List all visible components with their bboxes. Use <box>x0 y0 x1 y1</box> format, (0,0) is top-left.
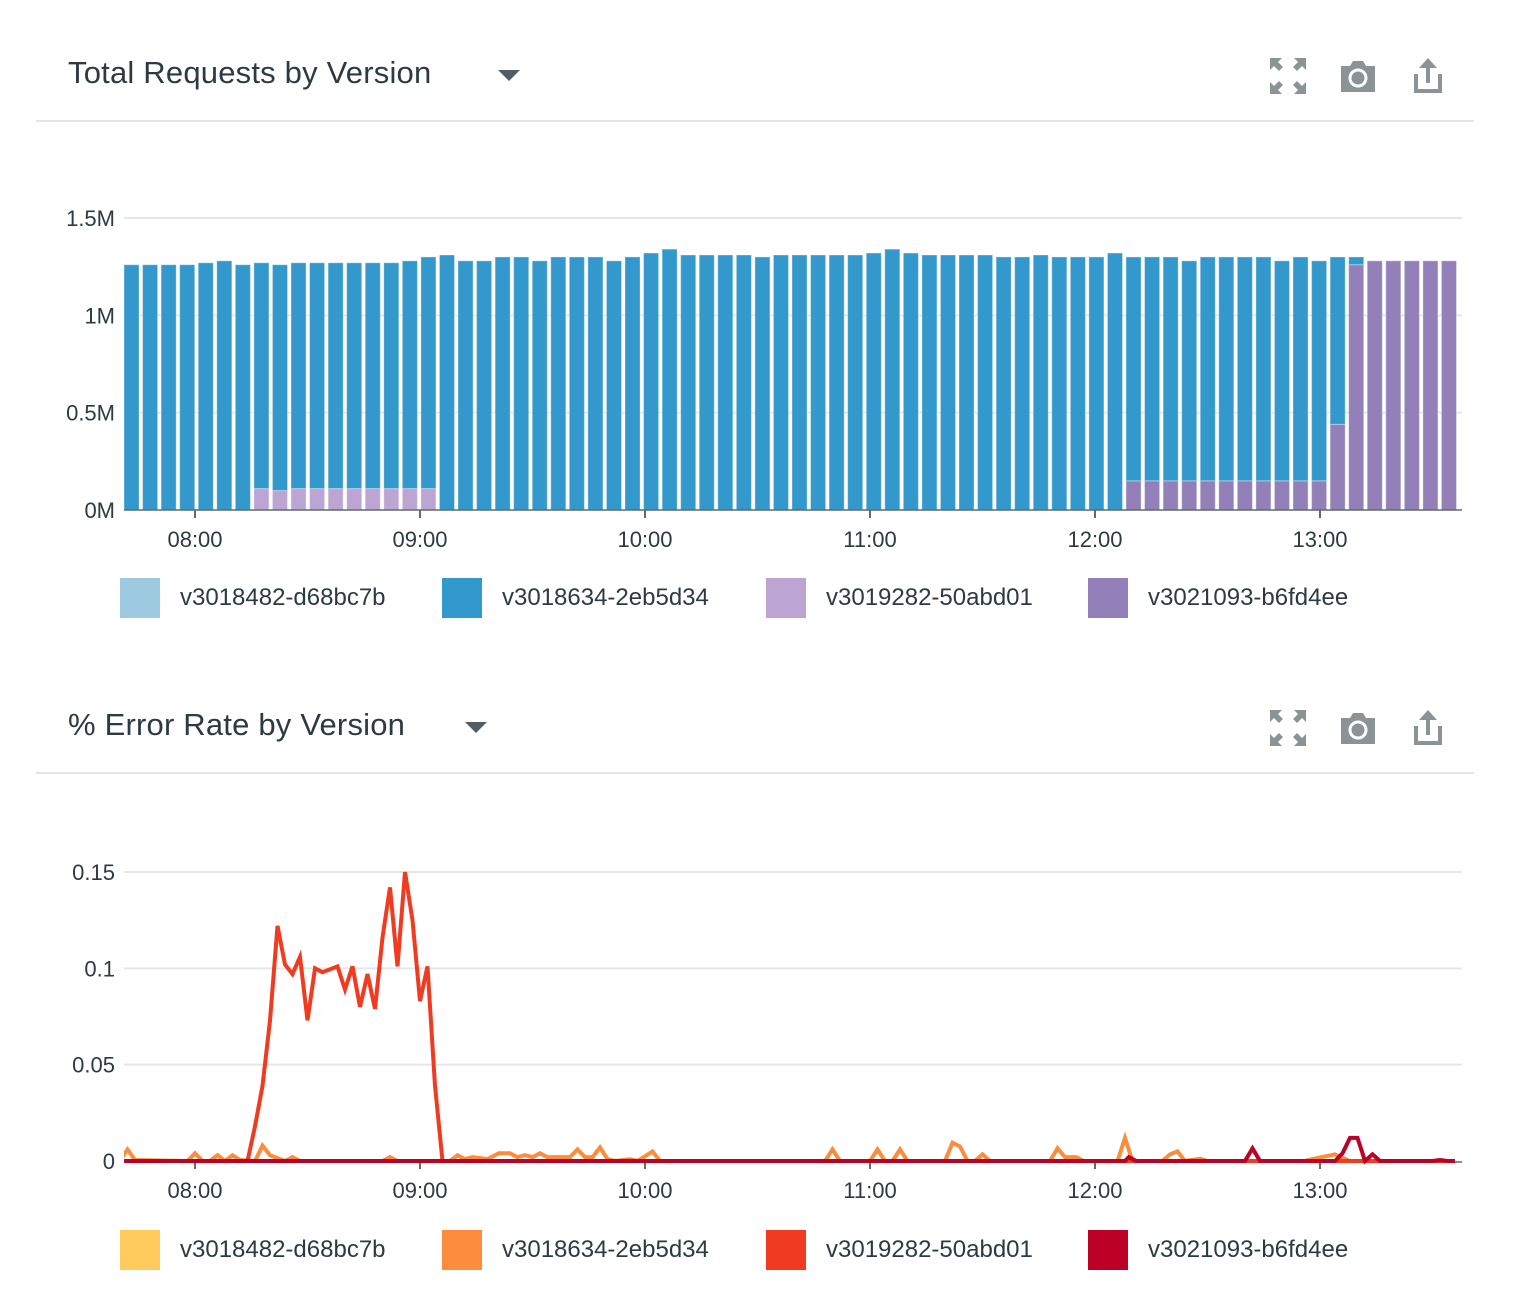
expand-icon[interactable] <box>1268 56 1308 96</box>
panel-menu-caret-icon[interactable] <box>498 70 520 81</box>
y-tick-label: 0.15 <box>72 860 115 885</box>
legend-label: v3018634-2eb5d34 <box>502 1236 709 1263</box>
bar-segment[interactable] <box>1311 260 1328 482</box>
y-tick-label: 0.1 <box>84 956 115 981</box>
y-tick-label: 1.5M <box>66 206 115 231</box>
bar-segment[interactable] <box>290 262 307 490</box>
bar-segment[interactable] <box>1348 256 1365 266</box>
x-tick-label: 13:00 <box>1292 1178 1347 1203</box>
legend-item[interactable]: v3021093-b6fd4ee <box>1088 578 1348 618</box>
series-line-v3021093-b6fd4ee[interactable] <box>120 1135 1455 1165</box>
panel-title-total-requests: Total Requests by Version <box>68 55 432 90</box>
legend-swatch <box>120 1230 160 1270</box>
legend-label: v3018634-2eb5d34 <box>502 584 709 611</box>
share-icon[interactable] <box>1408 708 1448 748</box>
legend-label: v3021093-b6fd4ee <box>1148 1236 1349 1263</box>
bar-segment[interactable] <box>1255 256 1272 482</box>
legend-label: v3019282-50abd01 <box>826 584 1033 611</box>
x-tick-label: 10:00 <box>617 527 672 552</box>
bar-segment[interactable] <box>401 260 418 490</box>
bar-segment[interactable] <box>1218 256 1235 482</box>
legend-swatch <box>1088 578 1128 618</box>
bar-segment[interactable] <box>346 262 363 490</box>
legend-item[interactable]: v3019282-50abd01 <box>766 1230 1033 1270</box>
legend-label: v3018482-d68bc7b <box>180 1236 386 1263</box>
total-requests-bar-chart: 0M 0.5M 1M 1.5M 08:00 09:00 10:00 11:00 12:00 13:… <box>66 206 1462 552</box>
x-tick-label: 13:00 <box>1292 527 1347 552</box>
series-line-v3019282-50abd01[interactable] <box>120 871 1455 1163</box>
panel-menu-caret-icon[interactable] <box>465 722 487 733</box>
y-tick-label: 0M <box>84 498 115 523</box>
x-tick-label: 11:00 <box>843 1178 896 1203</box>
bar-segment[interactable] <box>1162 256 1179 482</box>
legend-item[interactable]: v3018634-2eb5d34 <box>442 578 709 618</box>
legend-swatch <box>442 1230 482 1270</box>
x-tick-label: 12:00 <box>1067 1178 1122 1203</box>
bar-segment[interactable] <box>1144 256 1161 482</box>
panel-divider <box>36 120 1474 122</box>
x-tick-label: 10:00 <box>617 1178 672 1203</box>
panel-title-error-rate: % Error Rate by Version <box>68 707 406 742</box>
legend-item[interactable]: v3019282-50abd01 <box>766 578 1033 618</box>
bar-segment[interactable] <box>1199 256 1216 482</box>
legend-swatch <box>442 578 482 618</box>
legend-swatch <box>766 1230 806 1270</box>
x-tick-label: 12:00 <box>1067 527 1122 552</box>
bar-segment[interactable] <box>1236 256 1253 482</box>
x-tick-label: 08:00 <box>167 1178 222 1203</box>
x-tick-label: 09:00 <box>392 1178 447 1203</box>
legend-item[interactable]: v3018634-2eb5d34 <box>442 1230 709 1270</box>
y-tick-label: 1M <box>84 303 115 328</box>
panel-divider <box>36 772 1474 774</box>
x-tick-label: 08:00 <box>167 527 222 552</box>
y-tick-label: 0.5M <box>66 401 115 426</box>
legend-label: v3021093-b6fd4ee <box>1148 584 1349 611</box>
bar-segment[interactable] <box>271 264 289 492</box>
share-icon[interactable] <box>1408 56 1448 96</box>
legend-label: v3019282-50abd01 <box>826 1236 1033 1263</box>
bar-segment[interactable] <box>253 262 270 490</box>
legend-swatch <box>766 578 806 618</box>
bar-segment[interactable] <box>364 262 381 490</box>
bar-segment[interactable] <box>309 262 326 490</box>
y-tick-label: 0.05 <box>72 1053 115 1078</box>
expand-icon[interactable] <box>1268 708 1308 748</box>
bar-segment[interactable] <box>383 262 400 490</box>
bar-segment[interactable] <box>1181 260 1198 482</box>
x-tick-label: 11:00 <box>843 527 896 552</box>
x-tick-label: 09:00 <box>392 527 447 552</box>
legend-swatch <box>120 578 160 618</box>
bar-segment[interactable] <box>1292 256 1309 482</box>
bar-segment[interactable] <box>420 256 437 490</box>
legend-item[interactable]: v3021093-b6fd4ee <box>1088 1230 1348 1270</box>
bar-segment[interactable] <box>1329 256 1346 425</box>
camera-icon[interactable] <box>1338 56 1378 96</box>
legend-swatch <box>1088 1230 1128 1270</box>
y-tick-label: 0 <box>103 1149 115 1174</box>
bar-segment[interactable] <box>1125 256 1142 482</box>
bar-segment[interactable] <box>1273 260 1291 482</box>
bar-segment[interactable] <box>327 262 344 490</box>
legend-label: v3018482-d68bc7b <box>180 584 386 611</box>
camera-icon[interactable] <box>1338 708 1378 748</box>
legend-item[interactable]: v3018482-d68bc7b <box>120 578 386 618</box>
legend-item[interactable]: v3018482-d68bc7b <box>120 1230 386 1270</box>
